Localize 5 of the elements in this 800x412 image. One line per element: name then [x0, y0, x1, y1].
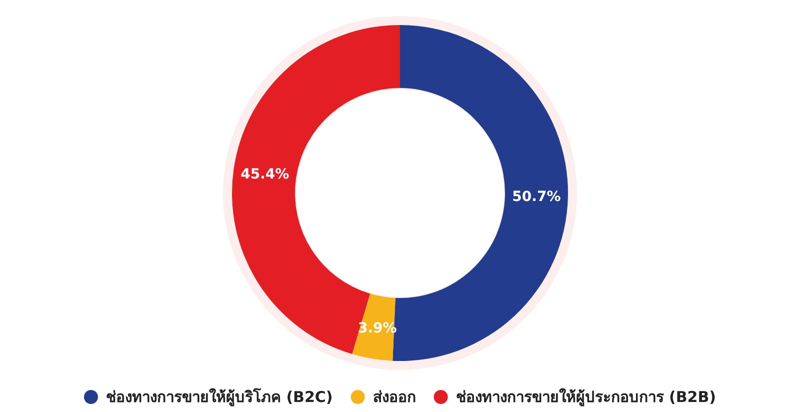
legend-label: ช่องทางการขายให้ผู้ประกอบการ (B2B) — [456, 388, 716, 407]
legend-label: ส่งออก — [372, 388, 416, 406]
legend-label: ช่องทางการขายให้ผู้บริโภค (B2C) — [106, 387, 333, 407]
data-label: 50.7% — [512, 189, 561, 205]
data-label: 45.4% — [240, 166, 290, 182]
